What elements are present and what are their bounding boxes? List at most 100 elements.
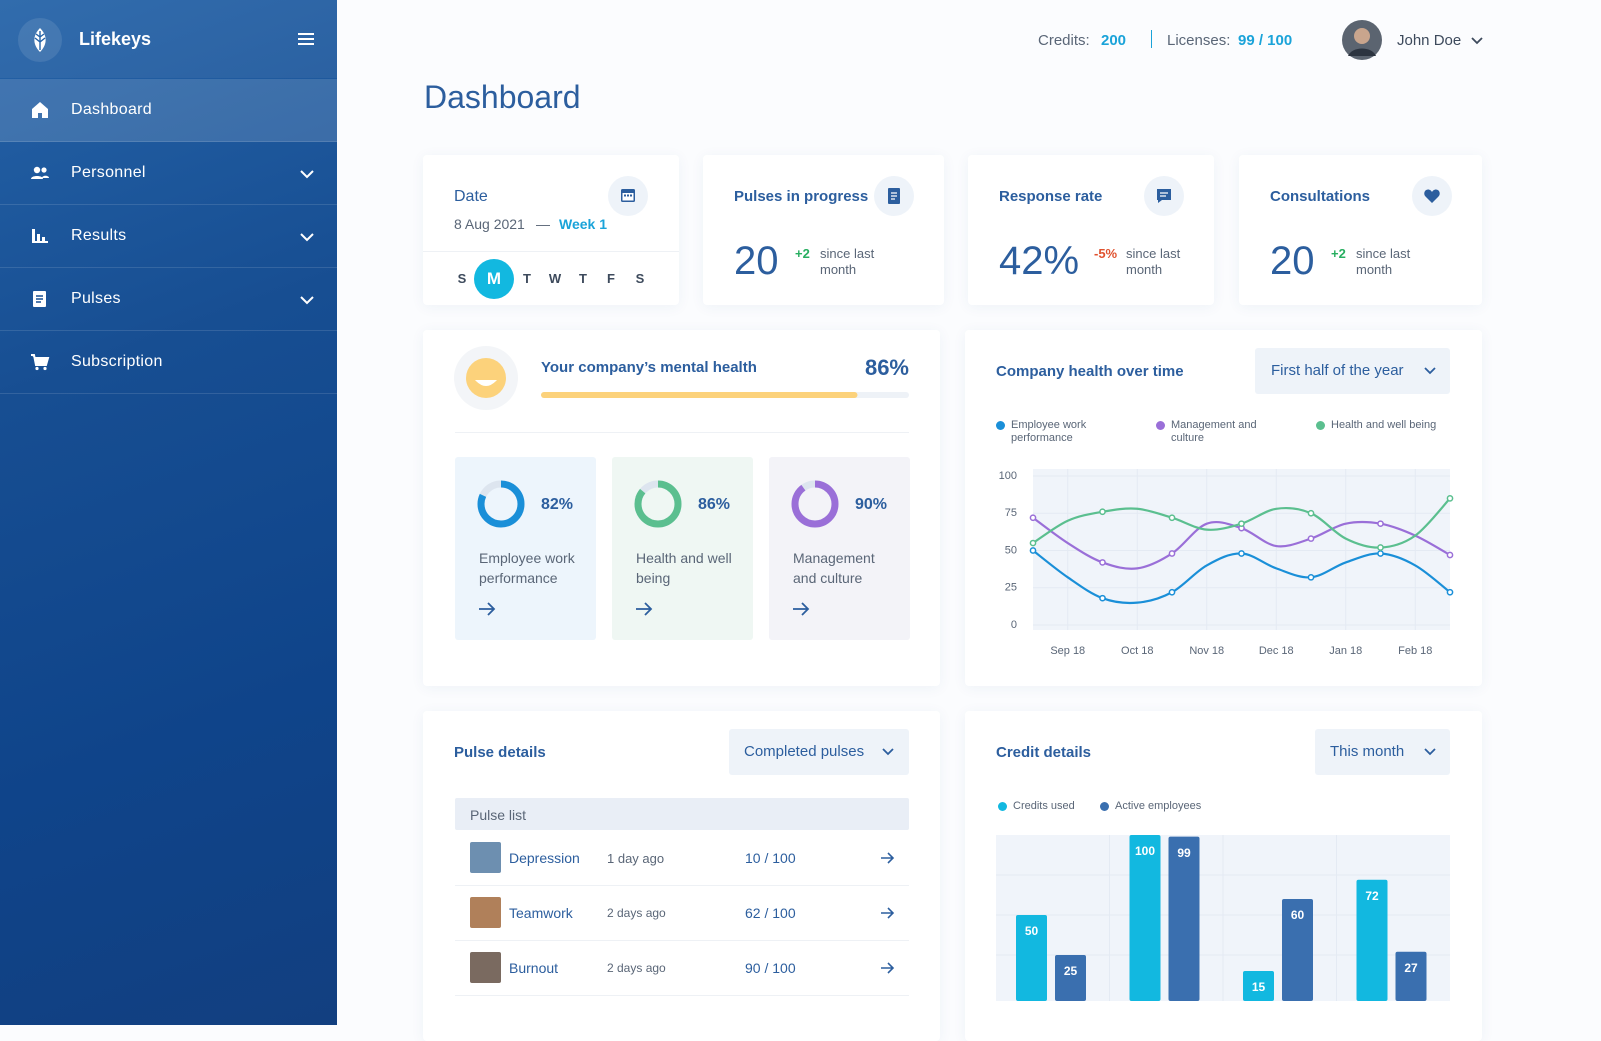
nav-label: Personnel [71,164,146,181]
area-arrow[interactable] [477,601,497,617]
user-chevron[interactable] [1470,36,1484,45]
mental-health-card: Your company’s mental health 86% 82% Empl… [423,330,940,686]
area-arrow[interactable] [791,601,811,617]
list-header-text: Pulse list [470,807,527,823]
pulse-time: 2 days ago [607,961,666,975]
pulse-name: Depression [509,850,580,866]
day[interactable]: T [579,271,587,286]
area-card[interactable]: 86% Health and well being [612,457,753,640]
stat-change: +2 [795,246,810,261]
day[interactable]: F [607,271,615,286]
area-name: Employee work performance [479,550,575,586]
pulse-filter[interactable]: Completed pulses [729,729,909,775]
nav-item[interactable]: Subscription [0,331,337,394]
date-dash: — [536,216,550,232]
stat-note: since last month [1126,246,1181,277]
stat-note: since last month [820,246,875,277]
area-card[interactable]: 90% Management and culture [769,457,910,640]
mental-health-title: Your company’s mental health [541,359,757,376]
month-filter[interactable]: This month [1315,729,1450,775]
nav-chevron[interactable] [299,295,315,305]
row-arrow[interactable] [880,961,896,975]
credits-value: 200 [1101,32,1127,49]
nav-item[interactable]: Pulses [0,268,337,331]
pulse-name: Teamwork [509,905,573,921]
stat-card: Response rate 42% -5% since last month [968,155,1214,305]
menu-button[interactable] [297,32,315,46]
health-chart-card: Company health over time First half of t… [965,330,1482,686]
pulse-details-card: Pulse details Completed pulses Pulse lis… [423,711,940,1041]
credit-chart-title: Credit details [996,744,1091,762]
week: Week 1 [559,216,607,232]
legend-label: Management and culture [1171,419,1257,444]
pulse-row[interactable]: Teamwork 2 days ago 62 / 100 [455,886,909,941]
legend-swatch [1156,421,1165,430]
legend-item: Management and culture [1156,419,1286,445]
avatar[interactable] [1342,20,1382,60]
legend-swatch [996,421,1005,430]
nav-icon [32,102,48,118]
legend-label: Health and well being [1331,419,1437,431]
legend-item: Health and well being [1316,419,1446,432]
pulse-thumb [470,842,501,873]
stat-title: Response rate [999,188,1103,205]
period-filter[interactable]: First half of the year [1255,348,1450,394]
filter-text: First half of the year [1271,362,1404,379]
title-text: Credit details [996,744,1092,761]
stat-card: Pulses in progress 20 +2 since last month [703,155,944,305]
area-name: Health and well being [636,550,732,586]
stat-icon [1412,176,1452,216]
pulse-row[interactable]: Burnout 2 days ago 90 / 100 [455,941,909,996]
calendar-icon [608,176,648,216]
day[interactable]: T [523,271,531,286]
brand-logo [18,18,62,62]
day[interactable]: W [548,271,562,286]
user-name[interactable]: John Doe [1397,32,1462,49]
area-card[interactable]: 82% Employee work performance [455,457,596,640]
page-title: Dashboard [424,79,581,115]
day[interactable]: S [457,271,467,286]
day[interactable]: S [635,271,645,286]
pulse-row[interactable]: Depression 1 day ago 10 / 100 [455,831,909,886]
nav-item[interactable]: Dashboard [0,79,337,142]
nav-item[interactable]: Results [0,205,337,268]
stat-title: Pulses in progress [734,188,869,205]
nav-chevron[interactable] [299,232,315,242]
title-text: Pulse details [454,744,546,761]
pulse-count: 90 / 100 [745,960,796,976]
nav-label: Dashboard [71,101,152,118]
filter-text: Completed pulses [744,743,865,760]
stat-change: +2 [1331,246,1346,261]
area-arrow[interactable] [634,601,654,617]
stat-note: since last month [1356,246,1411,277]
nav-label: Pulses [71,290,121,307]
pulse-count: 62 / 100 [745,905,796,921]
nav-item[interactable]: Personnel [0,142,337,205]
row-arrow[interactable] [880,906,896,920]
date-title: Date [454,188,488,205]
brand-row: Lifekeys [0,0,337,78]
stat-card: Consultations 20 +2 since last month [1239,155,1482,305]
legend-item: Active employees [1100,800,1201,813]
area-value: 90% [855,496,888,513]
pulse-name: Burnout [509,960,559,976]
credit-chart-card: Credit details This month Credits used Ac… [965,711,1482,1041]
day[interactable]: M [474,259,514,299]
nav-icon [31,166,49,179]
stat-value: 20 [1270,239,1315,283]
stat-change: -5% [1094,246,1118,261]
stat-title: Consultations [1270,188,1370,205]
nav-chevron[interactable] [299,169,315,179]
legend-label: Employee work performance [1011,419,1087,444]
stat-icon [874,176,914,216]
date-value: 8 Aug 2021 [454,216,525,232]
licenses-value: 99 / 100 [1238,32,1293,49]
pulse-time: 1 day ago [607,851,665,866]
row-arrow[interactable] [880,851,896,865]
stat-value: 42% [999,239,1080,283]
legend-swatch [998,802,1007,811]
nav-label: Results [71,227,127,244]
pulse-details-title: Pulse details [454,744,546,762]
